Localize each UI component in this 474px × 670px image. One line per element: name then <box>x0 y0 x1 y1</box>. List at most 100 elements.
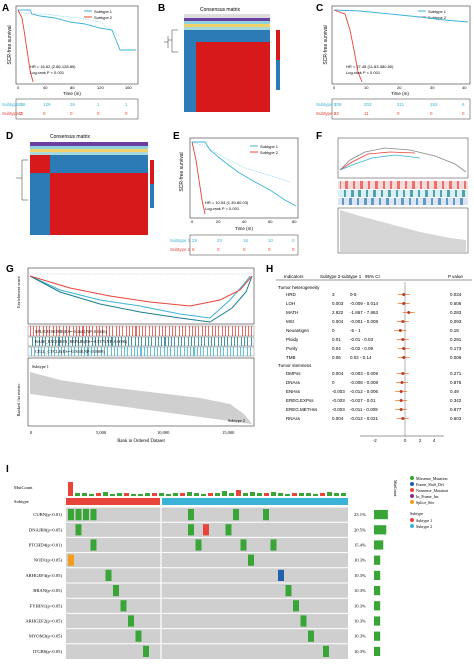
g-hit-mark <box>107 347 108 356</box>
f-hit-mark <box>375 190 376 197</box>
g-hit-mark <box>202 326 203 336</box>
f-hit-mark <box>402 198 403 205</box>
h-row-est: 0.004 <box>332 416 344 421</box>
g-hit-mark <box>140 347 141 356</box>
g-hit-mark <box>53 326 54 336</box>
a-xtick: 80 <box>70 85 75 90</box>
g-hit-mark <box>192 326 193 336</box>
g-hit-mark <box>45 337 46 346</box>
g-hit-mark <box>108 337 109 346</box>
g-hit-mark <box>218 337 219 346</box>
g-hit-mark <box>92 337 93 346</box>
f-hit-mark <box>453 198 454 205</box>
h-row-est: 0 <box>332 328 335 333</box>
c-xtick: 0 <box>333 85 336 90</box>
h-row-p: 0.603 <box>450 416 462 421</box>
g-hit-mark <box>51 347 52 356</box>
d-dendrogram <box>16 159 28 201</box>
h-header: Indicators Subtype 2-subtype 1 95% CI P … <box>284 274 463 279</box>
i-oncoprint-grid <box>66 498 348 659</box>
g-hit-mark <box>158 337 159 346</box>
i-mutcount-label: MutCount <box>14 485 33 490</box>
i-top-bar <box>194 493 199 496</box>
g-hit-mark <box>164 347 165 356</box>
e-risk-cell: 0 <box>243 247 246 252</box>
panel-h: H Indicators Subtype 2-subtype 1 95% CI … <box>266 264 472 443</box>
i-right-bar <box>374 510 388 520</box>
g-hit-mark <box>247 337 248 346</box>
c-risk-cell: 6 <box>462 102 465 107</box>
f-hit-mark <box>351 198 352 205</box>
i-top-bar <box>313 494 318 496</box>
g-hit-mark <box>46 326 47 336</box>
g-hit-mark <box>204 337 205 346</box>
e-risk-cell: 29 <box>192 238 198 243</box>
f-hit-mark <box>354 181 355 189</box>
d-title: Consensus matrix <box>50 134 91 140</box>
g-hit-mark <box>33 326 34 336</box>
g-hit-mark <box>68 347 69 356</box>
f-hit-mark <box>373 190 374 197</box>
g-ylabel-top: Enrichment score <box>16 276 21 308</box>
i-top-bar <box>152 493 157 496</box>
h-row-name: Neoantigen <box>286 328 310 333</box>
g-hit-mark <box>79 326 80 336</box>
i-mut-cell <box>225 524 232 536</box>
panel-letter-d: D <box>6 131 13 142</box>
h-row-ci: 0.02 - 0.14 <box>350 355 372 360</box>
legend-inframe-icon <box>410 494 414 498</box>
f-hit-mark <box>447 190 448 197</box>
g-hit-mark <box>30 326 31 336</box>
g-hit-mark <box>131 337 132 346</box>
c-risk-label-2: Subtype 2 <box>316 111 337 116</box>
f-hit-mark <box>353 181 354 189</box>
g-hit-mark <box>82 326 83 336</box>
h-row-est: 0.01 <box>332 337 341 342</box>
h-row-est: 3 <box>332 292 335 297</box>
f-hit-mark <box>366 190 367 197</box>
g-hit-mark <box>119 326 120 336</box>
h-header-diff: Subtype 2-subtype 1 <box>320 274 362 279</box>
e-risk-cell: 0 <box>292 247 295 252</box>
h-row-ci: -0.003 - 0.009 <box>350 371 379 376</box>
g-geneset-2: BASE_EXCISION_REPAIR(ES=-0.5379,NP<0.009… <box>35 339 128 345</box>
h-row-name: DMPss <box>286 371 301 376</box>
a-risk-label-2: Subtype 2 <box>2 111 23 116</box>
c-ylabel: SCR-free survival <box>323 25 329 64</box>
c-risk-cell: 0 <box>430 111 433 116</box>
panel-letter-f: F <box>316 131 322 142</box>
g-hit-mark <box>38 347 39 356</box>
b-track-2 <box>184 18 270 21</box>
h-row-point <box>401 417 405 420</box>
f-hit-mark <box>449 190 450 197</box>
g-hit-mark <box>41 347 42 356</box>
g-xticks: 0 5,000 10,000 15,000 <box>30 430 235 436</box>
i-mut-cell <box>285 585 292 597</box>
e-risk-cell: 23 <box>217 238 223 243</box>
h-row-ci: -0.02 - 0.09 <box>350 346 374 351</box>
g-hit-mark <box>42 337 43 346</box>
h-row-point <box>399 408 403 411</box>
i-legend-subtype-2: Subtype 2 <box>416 524 432 529</box>
h-row-ci: 0-5 <box>350 292 357 297</box>
e-curve-subtype1 <box>192 141 297 207</box>
f-hit-mark <box>396 190 397 197</box>
c-risk-cell: 208 <box>334 102 342 107</box>
i-top-bar <box>208 493 213 496</box>
e-legend-1: Subtype 1 <box>260 144 279 149</box>
i-legend-mut-1: Missense_Mutation <box>416 476 448 481</box>
h-row-est: 0 <box>332 380 335 385</box>
i-mut-cell <box>270 539 277 551</box>
g-hit-mark <box>134 347 135 356</box>
b-title: Consensus matrix <box>200 7 241 13</box>
panel-e: E SCR-free survival Subtype 1 Subtype 2 … <box>170 131 299 256</box>
e-xticks: 0 20 40 60 80 <box>191 219 297 224</box>
g-es-frame <box>27 267 255 325</box>
g-hit-mark <box>35 337 36 346</box>
f-hit-mark <box>427 181 428 189</box>
g-hit-mark <box>251 337 252 346</box>
c-legend-2: Subtype 2 <box>428 15 447 20</box>
i-mut-cell <box>293 600 299 612</box>
i-gene-label: MYOM3(p<0.05) <box>29 634 63 639</box>
